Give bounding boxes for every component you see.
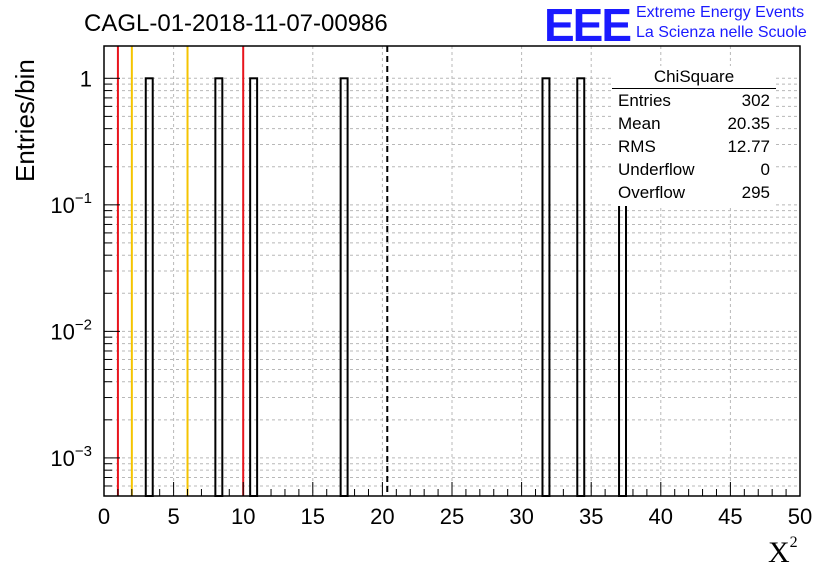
x-tick-label: 5 <box>167 504 179 529</box>
eee-logo: EEE <box>544 0 632 51</box>
stats-value: 302 <box>741 91 770 110</box>
y-tick-mantissa: 10 <box>50 193 74 218</box>
stats-value: 20.35 <box>727 114 770 133</box>
logo-line2: La Scienza nelle Scuole <box>636 24 807 41</box>
stats-row-overflow: Overflow 295 <box>612 181 776 204</box>
x-tick-label: 50 <box>788 504 812 529</box>
x-tick-label: 45 <box>718 504 742 529</box>
y-tick-exponent: −1 <box>75 190 92 207</box>
stats-title: ChiSquare <box>612 66 776 89</box>
x-tick-label: 15 <box>301 504 325 529</box>
y-tick-label: 10−1 <box>50 190 92 218</box>
eee-logo-text: Extreme Energy Events La Scienza nelle S… <box>636 3 807 43</box>
stats-value: 12.77 <box>727 137 770 156</box>
stats-box: ChiSquare Entries 302 Mean 20.35 RMS 12.… <box>612 66 776 206</box>
y-axis-label: Entries/bin <box>10 59 40 182</box>
logo-line1: Extreme Energy Events <box>636 4 805 21</box>
stats-value: 0 <box>760 160 770 179</box>
stats-label: Entries <box>618 91 671 110</box>
y-tick-label: 10−2 <box>50 316 92 344</box>
x-tick-label: 40 <box>649 504 673 529</box>
x-axis-label: X2 <box>768 534 798 570</box>
y-tick-mantissa: 10 <box>50 319 74 344</box>
stats-label: Mean <box>618 114 661 133</box>
x-tick-label: 0 <box>98 504 110 529</box>
x-axis-label-base: X <box>768 536 790 569</box>
y-tick-label: 10−3 <box>50 443 92 471</box>
stats-label: Underflow <box>618 160 695 179</box>
chart-title: CAGL-01-2018-11-07-00986 <box>84 10 388 37</box>
x-tick-label: 35 <box>579 504 603 529</box>
stats-value: 295 <box>741 183 770 202</box>
y-tick-label: 1 <box>80 66 92 91</box>
stats-row-mean: Mean 20.35 <box>612 112 776 135</box>
stats-row-entries: Entries 302 <box>612 89 776 112</box>
stats-label: Overflow <box>618 183 686 202</box>
x-tick-label: 25 <box>440 504 464 529</box>
stats-row-underflow: Underflow 0 <box>612 158 776 181</box>
x-tick-label: 30 <box>509 504 533 529</box>
eee-logo-mark: EEE <box>544 0 632 51</box>
y-tick-exponent: −2 <box>75 316 92 333</box>
x-tick-label: 10 <box>231 504 255 529</box>
y-tick-mantissa: 10 <box>50 446 74 471</box>
x-tick-label: 20 <box>370 504 394 529</box>
stats-row-rms: RMS 12.77 <box>612 135 776 158</box>
y-tick-exponent: −3 <box>75 443 92 460</box>
stats-label: RMS <box>618 137 656 156</box>
y-tick-mantissa: 1 <box>80 66 92 91</box>
x-axis-label-exponent: 2 <box>789 534 798 551</box>
